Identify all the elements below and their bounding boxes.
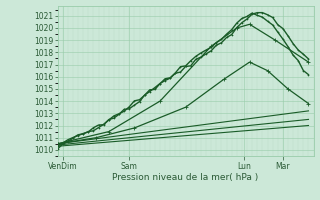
X-axis label: Pression niveau de la mer( hPa ): Pression niveau de la mer( hPa ) (112, 173, 259, 182)
